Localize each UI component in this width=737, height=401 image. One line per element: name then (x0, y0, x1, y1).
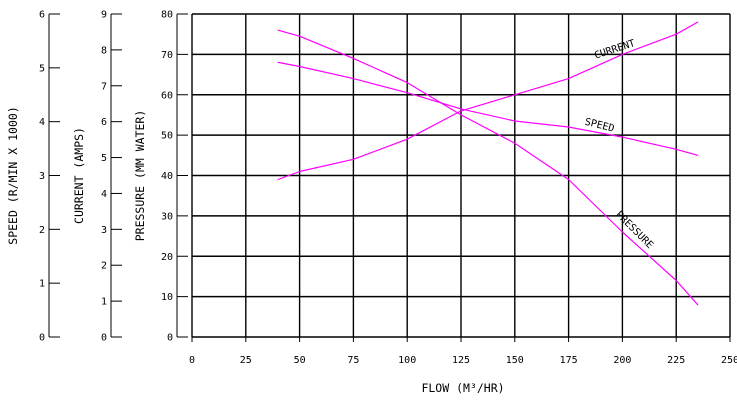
pressure-tick-label: 80 (161, 10, 173, 21)
series-label-speed: SPEED (584, 117, 616, 135)
pressure-tick-label: 50 (161, 131, 173, 142)
current-tick-label: 4 (101, 189, 107, 200)
x-tick-label: 100 (398, 355, 416, 366)
speed-tick-label: 3 (39, 171, 45, 182)
series-line-pressure (278, 30, 698, 305)
speed-tick-label: 6 (39, 10, 45, 21)
speed-axis-title: SPEED (R/MIN X 1000) (6, 106, 20, 244)
x-tick-label: 150 (506, 355, 524, 366)
current-tick-label: 6 (101, 117, 107, 128)
pressure-tick-label: 30 (161, 211, 173, 222)
pressure-axis: 0 10 20 30 40 50 60 70 80 PRESSURE (MM WATER) (133, 10, 188, 344)
series-layer (278, 22, 698, 305)
x-axis: 0 25 50 75 100 125 150 175 200 225 250 (189, 337, 737, 366)
x-tick-label: 250 (721, 355, 737, 366)
pressure-tick-label: 60 (161, 90, 173, 101)
x-tick-label: 75 (347, 355, 359, 366)
speed-tick-label: 2 (39, 225, 45, 236)
current-axis: 0 1 2 3 4 5 6 7 8 9 CURRENT (AMPS) (72, 10, 122, 344)
current-tick-label: 0 (101, 333, 107, 344)
current-tick-label: 5 (101, 153, 107, 164)
x-tick-label: 125 (452, 355, 470, 366)
x-tick-label: 200 (613, 355, 631, 366)
speed-tick-label: 5 (39, 63, 45, 74)
current-tick-label: 7 (101, 81, 107, 92)
pressure-tick-label: 70 (161, 50, 173, 61)
x-axis-title: FLOW (M³/HR) (421, 381, 504, 395)
pressure-tick-label: 20 (161, 252, 173, 263)
current-tick-label: 3 (101, 225, 107, 236)
x-tick-label: 0 (189, 355, 195, 366)
speed-tick-label: 1 (39, 279, 45, 290)
x-tick-label: 225 (667, 355, 685, 366)
current-tick-label: 9 (101, 10, 107, 21)
x-tick-label: 25 (240, 355, 252, 366)
pressure-axis-title: PRESSURE (MM WATER) (133, 110, 147, 242)
current-axis-title: CURRENT (AMPS) (72, 127, 86, 224)
plot-grid (192, 14, 730, 337)
pressure-tick-label: 10 (161, 292, 173, 303)
pressure-tick-label: 0 (167, 333, 173, 344)
current-tick-label: 8 (101, 45, 107, 56)
current-tick-label: 2 (101, 261, 107, 272)
speed-tick-label: 4 (39, 117, 45, 128)
current-tick-label: 1 (101, 297, 107, 308)
series-line-speed (278, 62, 698, 155)
speed-axis: 0 1 2 3 4 5 6 SPEED (R/MIN X 1000) (6, 10, 60, 344)
speed-tick-label: 0 (39, 333, 45, 344)
x-tick-label: 50 (294, 355, 306, 366)
pressure-tick-label: 40 (161, 171, 173, 182)
x-tick-label: 175 (560, 355, 578, 366)
